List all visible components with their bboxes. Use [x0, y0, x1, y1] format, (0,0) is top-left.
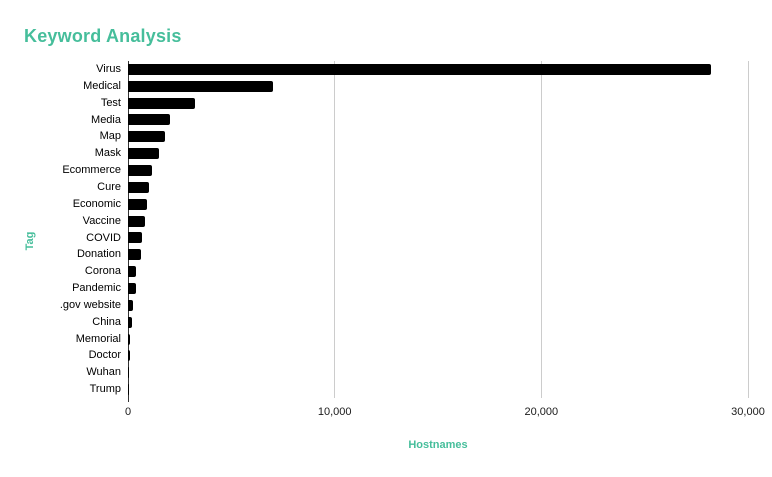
bar-gov-website[interactable]: [128, 299, 133, 311]
bar-wuhan[interactable]: [128, 367, 130, 379]
category-label-corona: Corona: [84, 265, 121, 278]
bar-map[interactable]: [128, 131, 166, 143]
category-label-mask: Mask: [94, 147, 121, 160]
x-tick-label-30000: 30,000: [731, 406, 765, 418]
gridline-20000: [540, 61, 542, 398]
category-label-china: China: [92, 315, 121, 328]
bar-donation[interactable]: [128, 249, 141, 261]
category-label-economic: Economic: [72, 197, 121, 210]
x-tick-label-10000: 10,000: [317, 406, 352, 418]
bar-virus[interactable]: [128, 63, 711, 75]
category-label-doctor: Doctor: [88, 349, 121, 362]
plot-area: [128, 61, 749, 398]
bar-cure[interactable]: [128, 181, 150, 193]
bar-vaccine[interactable]: [128, 215, 145, 227]
category-label-memorial: Memorial: [75, 332, 121, 345]
bar-test[interactable]: [128, 97, 196, 109]
category-label-pandemic: Pandemic: [72, 282, 121, 295]
bar-memorial[interactable]: [128, 333, 131, 345]
x-tick-label-20000: 20,000: [524, 406, 559, 418]
bar-medical[interactable]: [128, 80, 273, 92]
bar-doctor[interactable]: [128, 350, 131, 362]
bar-china[interactable]: [128, 316, 133, 328]
category-label-wuhan: Wuhan: [86, 366, 121, 379]
bar-covid[interactable]: [128, 232, 143, 244]
gridline-10000: [334, 61, 336, 398]
category-label-test: Test: [100, 96, 121, 109]
category-label-donation: Donation: [76, 248, 121, 261]
category-label-vaccine: Vaccine: [82, 214, 121, 227]
category-label-medical: Medical: [83, 79, 121, 92]
category-label-media: Media: [91, 113, 121, 126]
category-label-ecommerce: Ecommerce: [62, 164, 121, 177]
category-label-covid: COVID: [86, 231, 121, 244]
category-label-gov-website: .gov website: [59, 298, 121, 311]
category-label-map: Map: [99, 130, 121, 143]
bar-ecommerce[interactable]: [128, 165, 152, 177]
gridline-30000: [747, 61, 749, 398]
bar-media[interactable]: [128, 114, 171, 126]
category-label-virus: Virus: [96, 63, 121, 75]
bar-economic[interactable]: [128, 198, 147, 210]
x-axis-title: Hostnames: [408, 439, 468, 451]
bar-corona[interactable]: [128, 266, 137, 278]
chart-title: Keyword Analysis: [24, 26, 182, 46]
x-tick-label-0: 0: [124, 406, 132, 418]
category-label-cure: Cure: [97, 180, 121, 193]
y-axis-line: [128, 61, 129, 402]
bar-pandemic[interactable]: [128, 282, 136, 294]
bar-mask[interactable]: [128, 148, 160, 160]
category-label-trump: Trump: [89, 383, 121, 396]
